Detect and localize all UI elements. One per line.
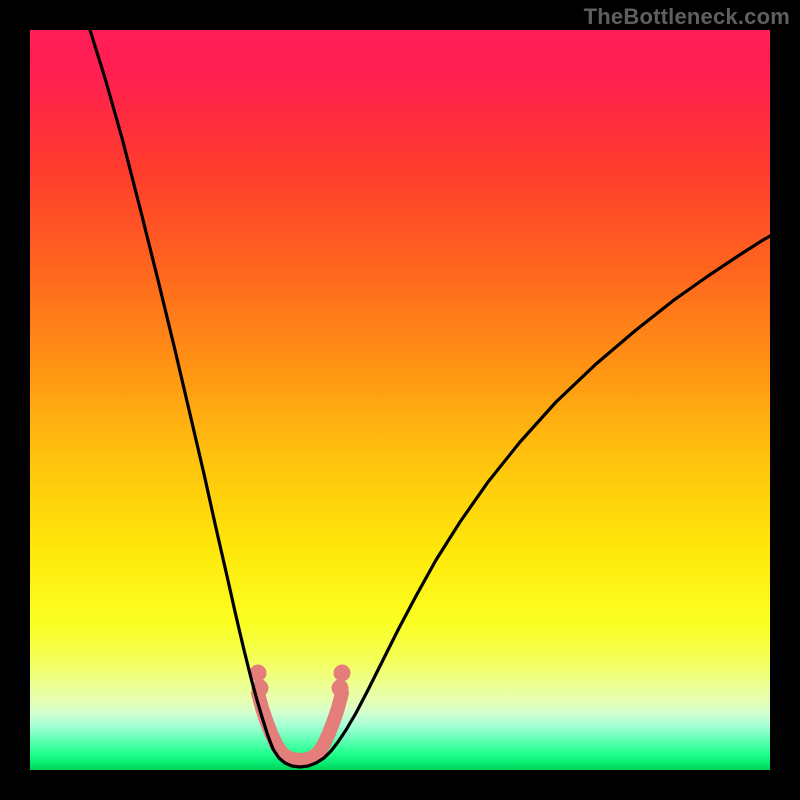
plot-area	[30, 30, 770, 770]
accent-dot	[334, 665, 351, 682]
accent-dot	[332, 680, 349, 697]
chart-svg	[30, 30, 770, 770]
watermark-text: TheBottleneck.com	[584, 4, 790, 30]
gradient-background	[30, 30, 770, 770]
outer-frame: TheBottleneck.com	[0, 0, 800, 800]
